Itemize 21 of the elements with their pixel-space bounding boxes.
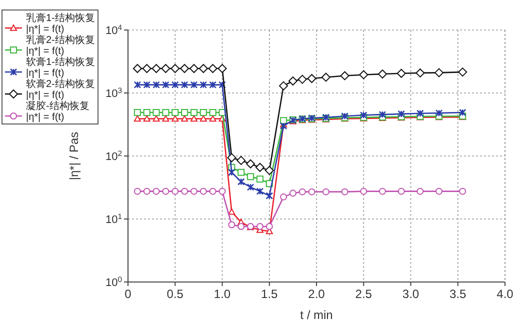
y-tick-label: 10$^{4}$ [105, 22, 123, 37]
legend-label: 软膏2-结构恢复 |η*| = f(t) [26, 78, 95, 101]
x-tick-label: 3.0 [402, 287, 420, 301]
x-tick-label: 4.0 [496, 287, 514, 301]
legend-label: 乳膏2-结构恢复 |η*| = f(t) [26, 34, 95, 57]
y-tick-label: 10$^{2}$ [105, 148, 122, 163]
y-tick-label: 10$^{3}$ [105, 86, 122, 100]
x-tick-label: 3.5 [450, 287, 467, 301]
x-tick-label: 1.0 [214, 287, 231, 301]
y-tick-label: 10$^{0}$ [105, 274, 122, 289]
legend-label: 乳膏1-结构恢复 |η*| = f(t) [26, 12, 95, 35]
y-tick-label: 10$^{1}$ [105, 212, 122, 226]
x-tick-label: 2.5 [355, 287, 372, 301]
y-axis-title: |η*| / Pas [67, 132, 81, 180]
x-tick-label: 1.5 [261, 287, 278, 301]
x-tick-label: 0 [124, 287, 132, 301]
legend-label: 软膏1-结构恢复 |η*| = f(t) [26, 56, 95, 79]
x-tick-label: 2.0 [308, 287, 326, 301]
x-axis-title: t / min [300, 308, 333, 322]
x-tick-label: 0.5 [166, 287, 184, 301]
legend-label: 凝胶-结构恢复 |η*| = f(t) [26, 100, 90, 123]
